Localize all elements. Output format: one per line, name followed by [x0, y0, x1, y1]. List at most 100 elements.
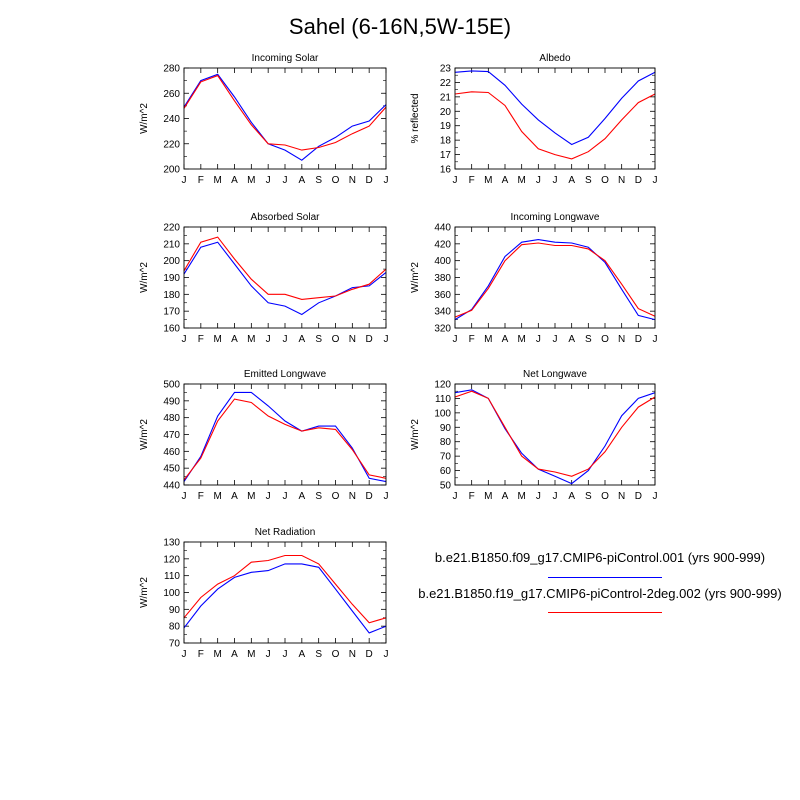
x-tick-label: A	[298, 175, 305, 186]
y-tick-label: 18	[440, 136, 452, 147]
x-tick-label: J	[266, 649, 271, 660]
series-line-2	[183, 236, 387, 300]
series-line-1	[183, 563, 387, 634]
x-tick-label: M	[517, 175, 525, 186]
series-line-1	[183, 241, 387, 316]
x-tick-label: N	[618, 334, 625, 345]
x-tick-label: F	[198, 649, 204, 660]
x-tick-label: A	[502, 175, 509, 186]
x-tick-label: J	[182, 491, 187, 502]
y-tick-label: 440	[163, 481, 180, 492]
x-tick-label: S	[585, 175, 592, 186]
x-tick-label: J	[283, 649, 288, 660]
y-tick-label: 16	[440, 165, 452, 176]
x-tick-label: N	[349, 649, 356, 660]
x-tick-label: S	[315, 334, 322, 345]
x-tick-label: F	[198, 491, 204, 502]
x-tick-label: S	[585, 334, 592, 345]
x-tick-label: D	[635, 334, 642, 345]
x-tick-label: M	[213, 175, 221, 186]
chart-title: Net Longwave	[523, 369, 587, 380]
series-line-2	[454, 242, 656, 318]
x-tick-label: J	[536, 491, 541, 502]
y-tick-label: 90	[440, 423, 452, 434]
x-tick-label: J	[384, 491, 389, 502]
y-axis-label: W/m^2	[410, 419, 421, 450]
x-tick-label: O	[601, 491, 609, 502]
series-line-1	[454, 70, 656, 146]
plot-frame	[183, 541, 387, 644]
y-tick-label: 190	[163, 273, 180, 284]
chart-title: Albedo	[539, 53, 571, 64]
y-tick-label: 110	[164, 571, 180, 582]
x-tick-label: M	[247, 649, 255, 660]
chart-4: Emitted Longwave W/m^2 440 450 460 470 480 490 5…	[139, 369, 389, 502]
x-tick-label: J	[453, 334, 458, 345]
y-tick-label: 280	[163, 64, 180, 75]
x-tick-label: N	[618, 175, 625, 186]
plot-frame	[183, 383, 387, 486]
chart-3: Incoming Longwave W/m^2 320 340 360 380 400 420…	[410, 212, 658, 345]
y-tick-label: 450	[163, 464, 180, 475]
x-tick-label: O	[332, 649, 340, 660]
y-tick-label: 210	[163, 239, 180, 250]
x-tick-label: J	[553, 175, 558, 186]
x-tick-label: J	[266, 334, 271, 345]
x-tick-label: N	[349, 175, 356, 186]
y-tick-label: 100	[434, 408, 451, 419]
x-tick-label: F	[469, 175, 475, 186]
y-axis-label: W/m^2	[139, 577, 150, 608]
y-axis-label: % reflected	[410, 93, 421, 143]
y-tick-label: 90	[169, 605, 181, 616]
y-tick-label: 200	[163, 165, 180, 176]
x-tick-label: J	[384, 649, 389, 660]
x-tick-label: S	[315, 649, 322, 660]
y-tick-label: 440	[434, 223, 451, 234]
x-tick-label: A	[502, 491, 509, 502]
x-tick-label: J	[283, 491, 288, 502]
series-line-1	[454, 389, 656, 485]
x-tick-label: J	[536, 334, 541, 345]
series-line-1	[183, 391, 387, 483]
series-line-1	[183, 73, 387, 161]
chart-title: Absorbed Solar	[251, 212, 321, 223]
y-tick-label: 470	[163, 430, 180, 441]
y-axis-label: W/m^2	[410, 262, 421, 293]
x-tick-label: J	[453, 491, 458, 502]
x-tick-label: A	[298, 334, 305, 345]
y-tick-label: 220	[163, 139, 180, 150]
y-tick-label: 100	[163, 588, 180, 599]
y-tick-label: 240	[163, 114, 180, 125]
x-tick-label: O	[332, 334, 340, 345]
x-tick-label: M	[517, 334, 525, 345]
legend-label-run1: b.e21.B1850.f09_g17.CMIP6-piControl.001 …	[434, 550, 766, 565]
x-tick-label: A	[231, 175, 238, 186]
chart-title: Incoming Longwave	[511, 212, 600, 223]
x-tick-label: F	[198, 175, 204, 186]
x-tick-label: A	[568, 334, 575, 345]
x-tick-label: O	[332, 175, 340, 186]
plot-frame	[454, 383, 656, 486]
y-tick-label: 170	[163, 307, 180, 318]
y-tick-label: 23	[440, 64, 452, 75]
x-tick-label: J	[653, 175, 658, 186]
x-tick-label: A	[298, 491, 305, 502]
x-tick-label: N	[349, 491, 356, 502]
y-tick-label: 220	[163, 223, 180, 234]
x-tick-label: M	[247, 175, 255, 186]
chart-title: Emitted Longwave	[244, 369, 327, 380]
y-tick-label: 180	[163, 290, 180, 301]
x-tick-label: S	[315, 175, 322, 186]
y-tick-label: 120	[434, 380, 451, 391]
y-tick-label: 17	[440, 150, 452, 161]
y-tick-label: 80	[169, 622, 181, 633]
plot-frame	[183, 226, 387, 329]
series-line-1	[454, 239, 656, 321]
x-tick-label: A	[231, 649, 238, 660]
y-tick-label: 80	[440, 437, 452, 448]
x-tick-label: J	[182, 334, 187, 345]
x-tick-label: J	[384, 334, 389, 345]
x-tick-label: A	[502, 334, 509, 345]
